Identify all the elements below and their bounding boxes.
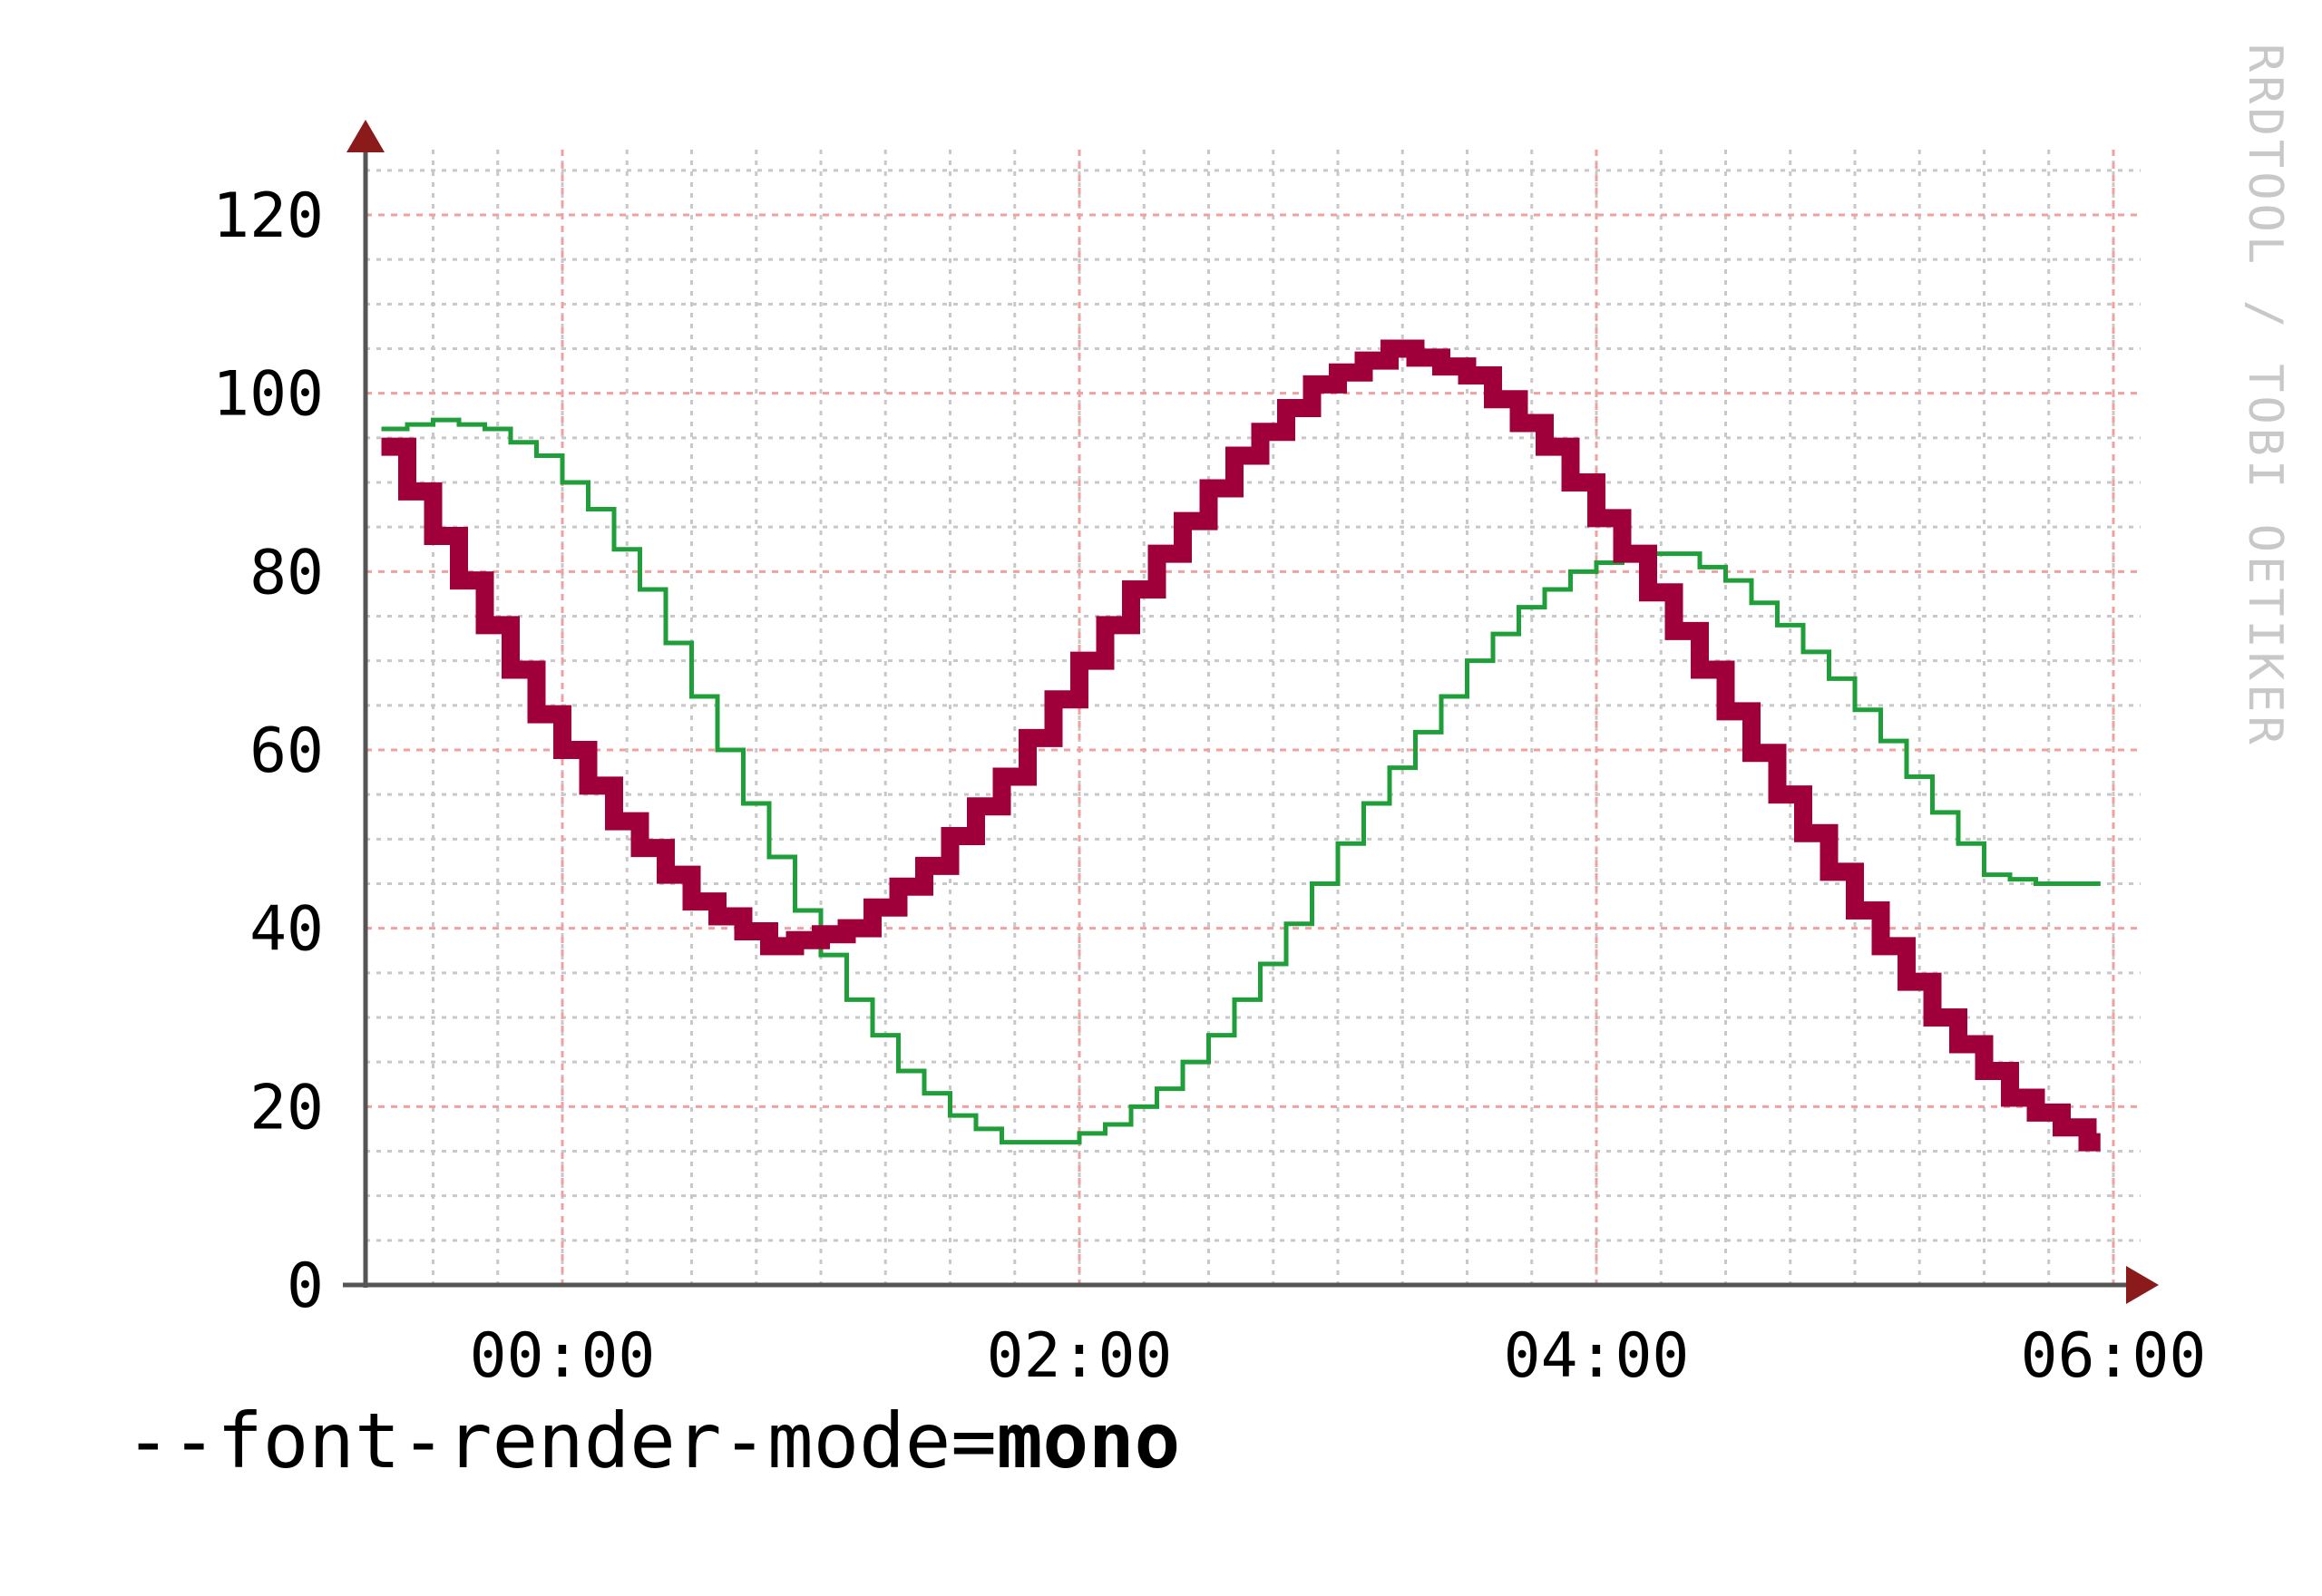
x-tick-label: 04:00 bbox=[1504, 1320, 1690, 1392]
x-axis-arrow bbox=[2126, 1266, 2159, 1304]
y-tick-label: 20 bbox=[249, 1072, 324, 1143]
y-axis-arrow bbox=[346, 120, 385, 152]
y-tick-label: 40 bbox=[249, 894, 324, 966]
y-tick-labels: 0 20 40 60 80 100 120 bbox=[212, 180, 324, 1322]
axes bbox=[343, 120, 2159, 1304]
watermark: RRDTOOL / TOBI OETIKER bbox=[2238, 44, 2292, 748]
y-tick-label: 100 bbox=[212, 359, 324, 431]
x-tick-label: 00:00 bbox=[470, 1320, 656, 1392]
x-tick-label: 02:00 bbox=[987, 1320, 1173, 1392]
y-tick-label: 60 bbox=[249, 715, 324, 787]
x-tick-label: 06:00 bbox=[2021, 1320, 2207, 1392]
series-thick-line bbox=[381, 339, 2101, 1152]
y-tick-label: 120 bbox=[212, 180, 324, 252]
y-tick-label: 0 bbox=[287, 1251, 324, 1322]
minor-grid bbox=[366, 150, 2141, 1285]
series-layer bbox=[381, 339, 2101, 1152]
caption-prefix: --font-render-mode= bbox=[125, 1396, 997, 1485]
major-grid bbox=[366, 150, 2141, 1285]
x-tick-labels: 00:00 02:00 04:00 06:00 bbox=[470, 1320, 2207, 1392]
caption-value: mono bbox=[996, 1396, 1181, 1485]
font-render-mode-caption: --font-render-mode=mono bbox=[125, 1396, 1180, 1485]
y-tick-label: 80 bbox=[249, 537, 324, 608]
series-thin-line bbox=[381, 417, 2101, 1145]
